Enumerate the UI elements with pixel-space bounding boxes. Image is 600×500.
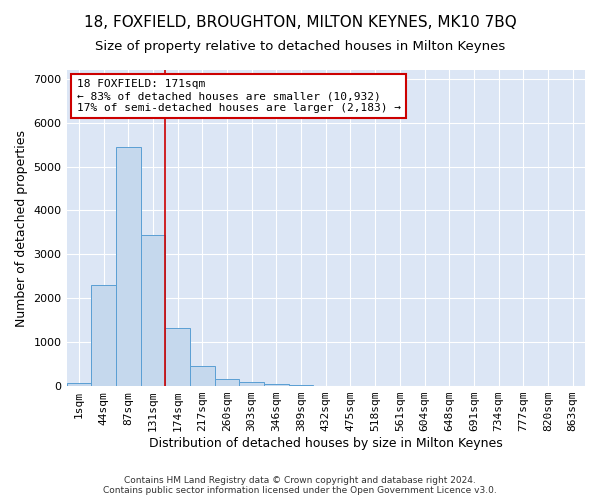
Bar (165, 328, 190, 386)
Bar (239, 382, 264, 386)
Bar (116, 147, 140, 386)
Text: 18, FOXFIELD, BROUGHTON, MILTON KEYNES, MK10 7BQ: 18, FOXFIELD, BROUGHTON, MILTON KEYNES, … (83, 15, 517, 30)
Text: Size of property relative to detached houses in Milton Keynes: Size of property relative to detached ho… (95, 40, 505, 53)
Bar (67, 383, 91, 386)
Bar (215, 379, 239, 386)
Y-axis label: Number of detached properties: Number of detached properties (15, 130, 28, 326)
Bar (91, 285, 116, 386)
Bar (190, 366, 215, 386)
X-axis label: Distribution of detached houses by size in Milton Keynes: Distribution of detached houses by size … (149, 437, 503, 450)
Bar (289, 384, 313, 386)
Text: 18 FOXFIELD: 171sqm
← 83% of detached houses are smaller (10,932)
17% of semi-de: 18 FOXFIELD: 171sqm ← 83% of detached ho… (77, 80, 401, 112)
Bar (264, 384, 289, 386)
Bar (140, 234, 165, 386)
Text: Contains HM Land Registry data © Crown copyright and database right 2024.
Contai: Contains HM Land Registry data © Crown c… (103, 476, 497, 495)
